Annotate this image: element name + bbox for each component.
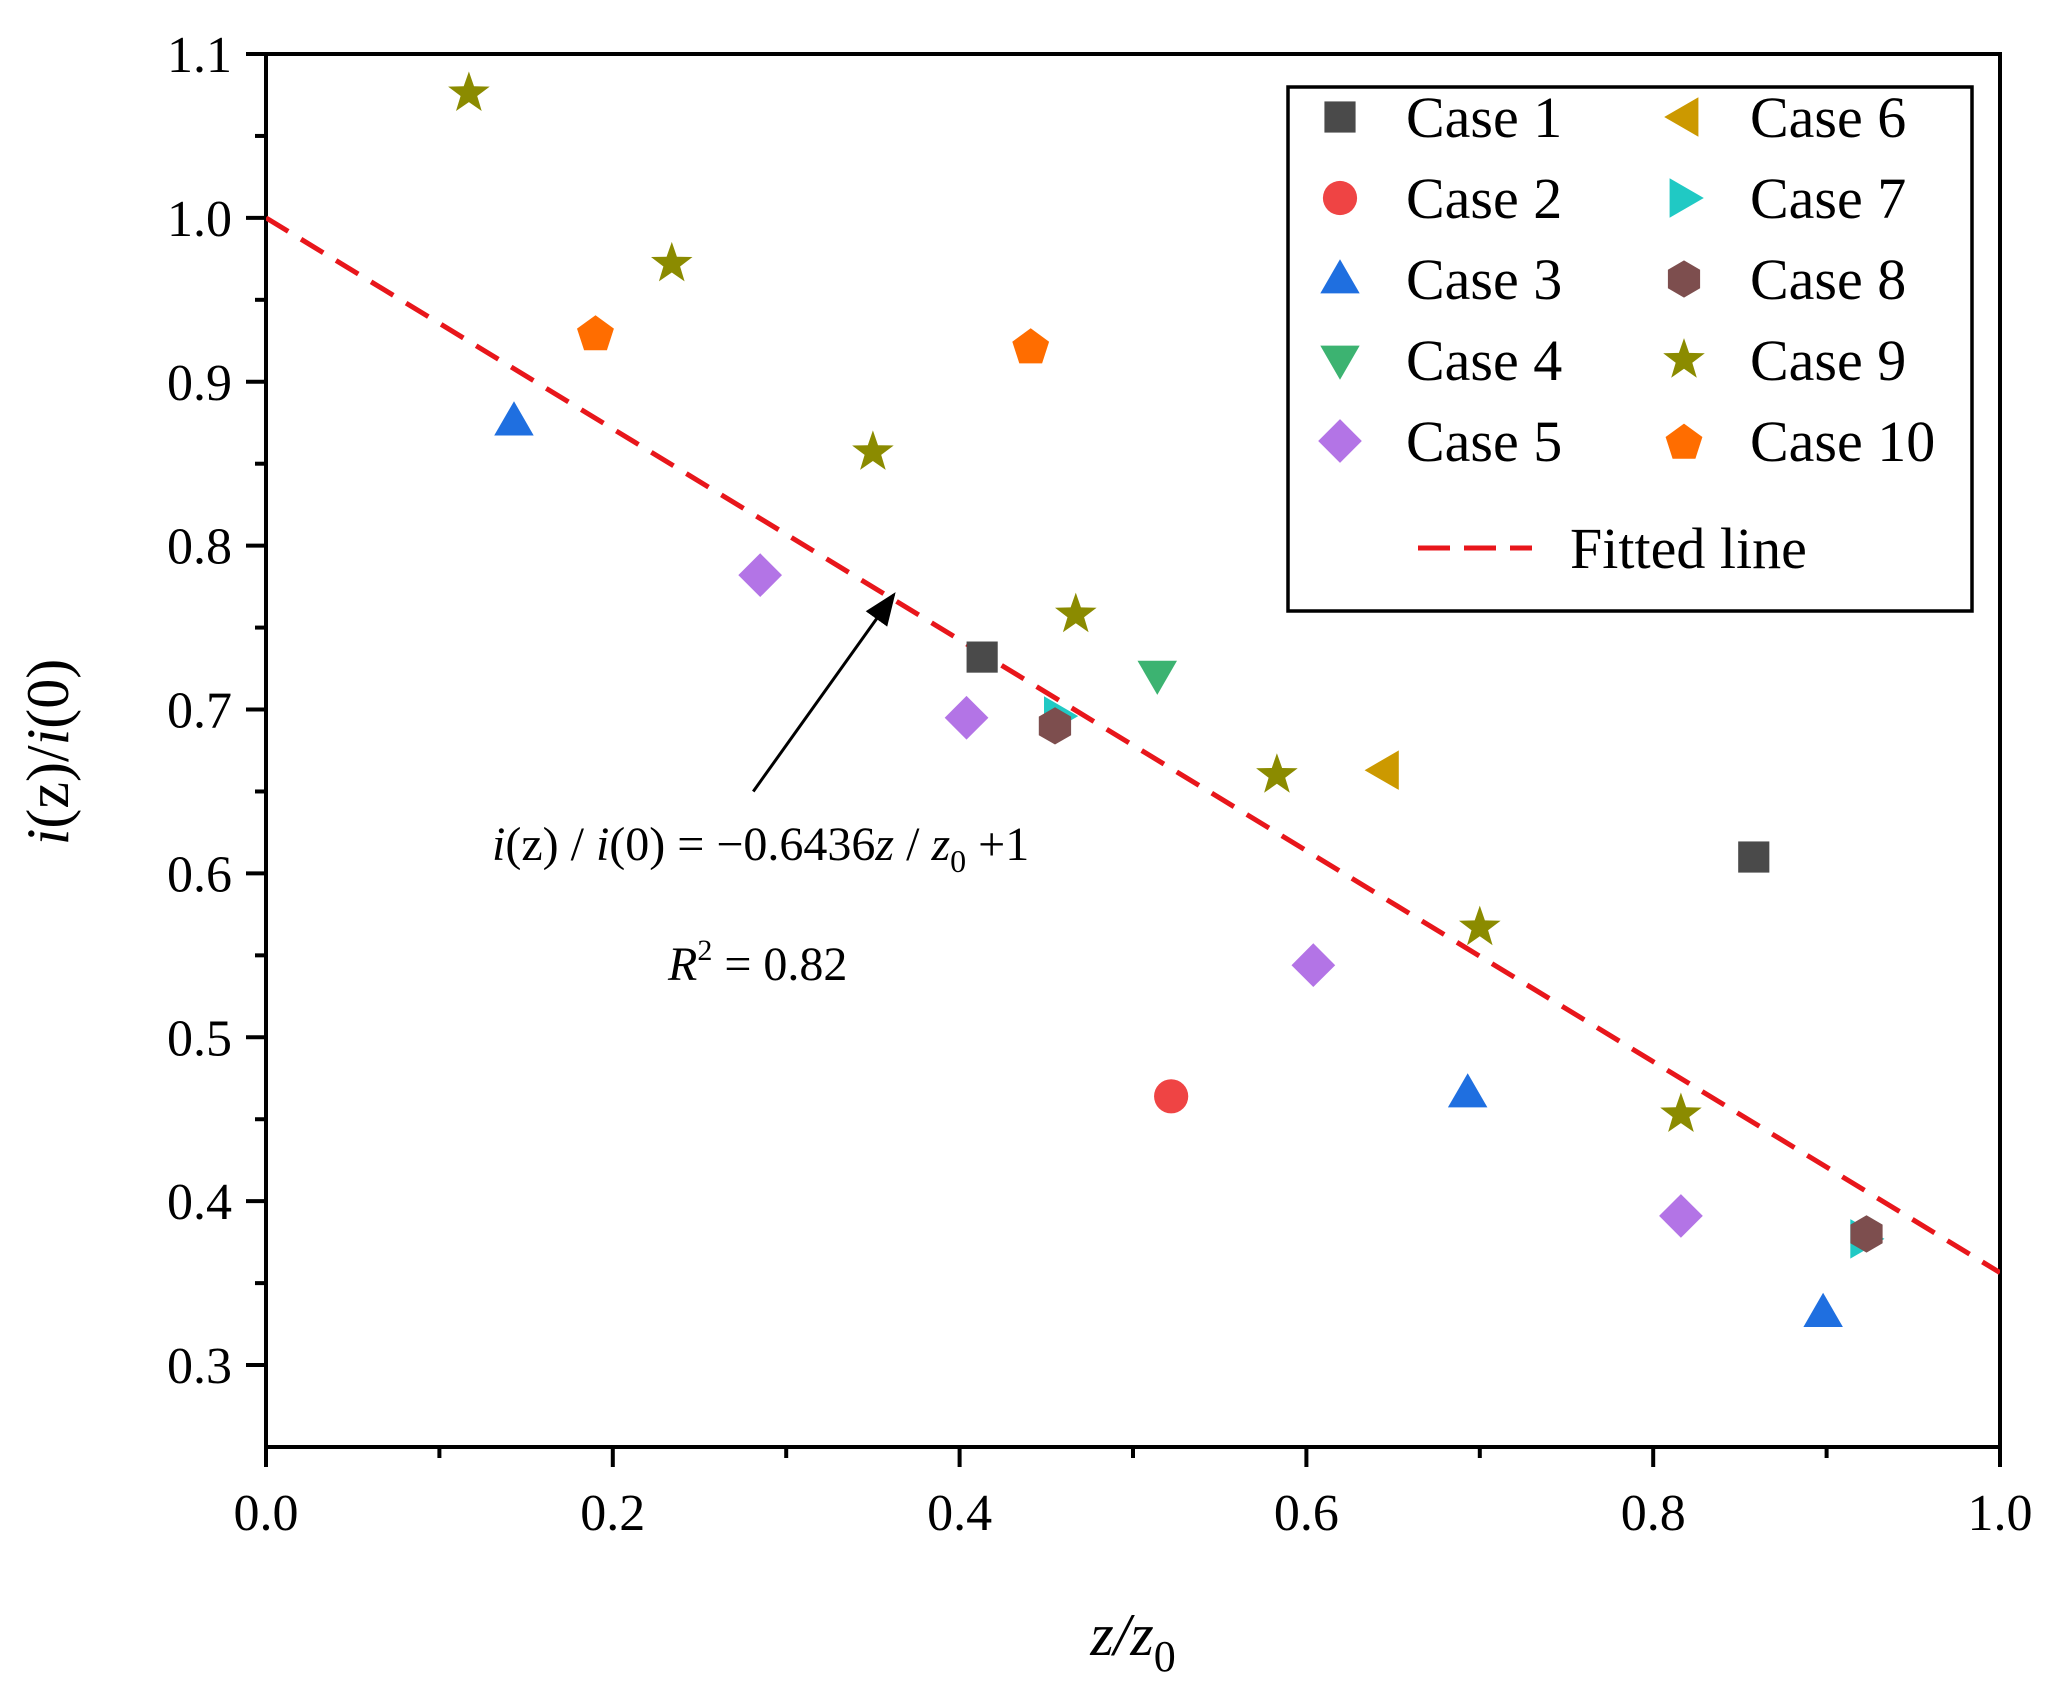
legend-marker-case-6 bbox=[1664, 97, 1699, 137]
legend-label-case-4: Case 4 bbox=[1406, 328, 1562, 393]
point-case-5 bbox=[944, 695, 989, 740]
legend-label-fitted-line: Fitted line bbox=[1570, 516, 1807, 581]
y-tick-label: 0.5 bbox=[167, 1010, 232, 1067]
point-case-1 bbox=[966, 641, 998, 673]
point-case-5 bbox=[1291, 943, 1336, 987]
y-tick-label: 0.8 bbox=[167, 519, 232, 576]
point-case-10 bbox=[577, 315, 614, 351]
legend-label-case-7: Case 7 bbox=[1750, 166, 1906, 231]
legend-label-case-3: Case 3 bbox=[1406, 247, 1562, 312]
legend-label-case-9: Case 9 bbox=[1750, 328, 1906, 393]
x-tick-label: 0.0 bbox=[234, 1485, 299, 1542]
point-case-9 bbox=[651, 241, 693, 282]
legend-box bbox=[1286, 85, 1974, 613]
point-case-3 bbox=[1803, 1292, 1843, 1327]
x-tick-label: 0.4 bbox=[927, 1485, 992, 1542]
point-case-8 bbox=[1038, 707, 1072, 745]
x-axis-title: z/z0 bbox=[1089, 1602, 1175, 1681]
legend-marker-case-5 bbox=[1318, 419, 1362, 463]
legend-label-case-5: Case 5 bbox=[1406, 409, 1562, 474]
legend-marker-case-10 bbox=[1665, 423, 1703, 459]
point-case-2 bbox=[1154, 1079, 1189, 1114]
y-tick-label: 0.9 bbox=[167, 355, 232, 412]
legend-marker-case-4 bbox=[1320, 345, 1360, 380]
y-tick-label: 0.3 bbox=[167, 1338, 232, 1395]
x-tick-label: 0.6 bbox=[1274, 1485, 1339, 1542]
legend-label-case-8: Case 8 bbox=[1750, 247, 1906, 312]
y-tick-label: 1.0 bbox=[167, 191, 232, 248]
legend-marker-case-8 bbox=[1667, 260, 1701, 298]
point-case-9 bbox=[448, 71, 490, 111]
point-case-9 bbox=[1660, 1092, 1702, 1132]
legend-label-case-1: Case 1 bbox=[1406, 85, 1562, 150]
legend-label-case-2: Case 2 bbox=[1406, 166, 1562, 231]
fitted-line bbox=[266, 215, 2000, 1275]
point-case-6 bbox=[1364, 750, 1399, 790]
y-tick-label: 0.6 bbox=[167, 846, 232, 903]
data-points bbox=[448, 71, 1885, 1327]
x-tick-label: 0.8 bbox=[1621, 1485, 1686, 1542]
point-case-9 bbox=[1459, 905, 1501, 946]
point-case-1 bbox=[1738, 841, 1770, 873]
annotation-arrow bbox=[752, 592, 896, 793]
legend-marker-case-7 bbox=[1669, 178, 1704, 218]
tick-labels: 0.0 0.2 0.4 0.6 0.8 1.0 0.3 0.4 0.5 0.6 0.7 0.8 0.9 1… bbox=[167, 27, 2033, 1542]
legend-marker-case-9 bbox=[1663, 338, 1705, 378]
legend-marker-case-1 bbox=[1324, 101, 1356, 133]
point-case-3 bbox=[1447, 1073, 1488, 1108]
r-squared-label: R2 = 0.82 bbox=[667, 934, 847, 991]
y-tick-label: 0.7 bbox=[167, 683, 232, 740]
legend-label-case-6: Case 6 bbox=[1750, 85, 1906, 150]
point-case-3 bbox=[494, 401, 534, 436]
axis-ticks bbox=[246, 52, 2002, 1467]
fit-equation: i(z) / i(0) = −0.6436z / z0 +1 bbox=[492, 818, 1029, 879]
point-case-9 bbox=[852, 430, 894, 470]
point-case-5 bbox=[738, 553, 782, 597]
x-tick-label: 1.0 bbox=[1968, 1485, 2033, 1542]
y-axis-title: i(z)/i(0) bbox=[15, 659, 81, 846]
point-case-10 bbox=[1012, 328, 1050, 364]
legend-marker-case-2 bbox=[1322, 180, 1358, 216]
x-tick-label: 0.2 bbox=[580, 1485, 645, 1542]
legend: Case 1 Case 2 Case 3 Case 4 Case 5 Case 6 Case… bbox=[1318, 85, 1935, 581]
point-case-4 bbox=[1137, 660, 1177, 695]
point-case-9 bbox=[1055, 592, 1097, 633]
point-case-9 bbox=[1256, 753, 1298, 793]
point-case-5 bbox=[1659, 1194, 1703, 1238]
legend-marker-case-3 bbox=[1320, 259, 1360, 294]
legend-label-case-10: Case 10 bbox=[1750, 409, 1935, 474]
y-tick-label: 1.1 bbox=[167, 27, 232, 84]
point-case-8 bbox=[1850, 1215, 1883, 1253]
y-tick-label: 0.4 bbox=[167, 1174, 232, 1231]
